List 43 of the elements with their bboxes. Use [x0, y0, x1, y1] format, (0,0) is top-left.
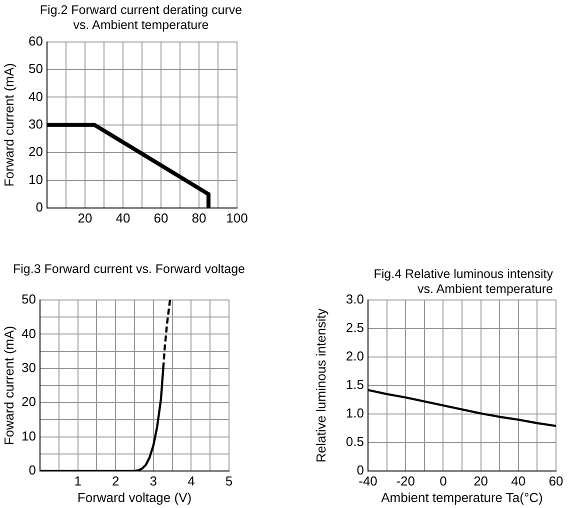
chart-title: Fig.3 Forward current vs. Forward voltage — [12, 262, 246, 277]
y-tick-label: 60 — [28, 33, 43, 48]
x-tick-label: 40 — [116, 210, 130, 226]
y-tick-label: 0 — [356, 462, 364, 478]
y-tick-label: 50 — [22, 292, 36, 307]
y-tick-label: 30 — [28, 116, 43, 132]
y-axis-title: Forward current (mA) — [1, 63, 16, 187]
y-tick-label: 0 — [36, 200, 43, 215]
x-tick-label: 4 — [188, 473, 195, 488]
x-tick-label: 20 — [78, 210, 92, 226]
y-tick-label: 2.5 — [346, 320, 364, 336]
x-tick-label: 100 — [226, 210, 248, 226]
y-tick-label: 1.5 — [346, 377, 364, 392]
y-tick-label: 0 — [28, 462, 36, 478]
x-tick-label: 40 — [511, 473, 526, 488]
y-tick-label: 50 — [28, 61, 43, 76]
x-tick-label: 60 — [154, 210, 168, 226]
y-tick-label: 3.0 — [346, 292, 364, 307]
x-axis-title: Forward voltage (V) — [77, 490, 192, 505]
y-axis-title: Relative luminous intensity — [313, 308, 328, 462]
x-axis-title: Ambient temperature Ta(°C) — [381, 490, 543, 505]
x-tick-label: 0 — [440, 473, 447, 488]
y-tick-label: 10 — [22, 428, 36, 444]
x-tick-label: 1 — [74, 473, 82, 488]
x-tick-label: 20 — [474, 473, 488, 488]
y-axis-title: Foward current (mA) — [1, 326, 16, 446]
y-tick-label: 0.5 — [346, 434, 364, 450]
y-tick-label: 20 — [28, 144, 43, 160]
y-tick-label: 30 — [22, 360, 36, 375]
y-tick-label: 20 — [22, 394, 36, 410]
x-tick-label: 5 — [225, 473, 233, 488]
y-tick-label: 40 — [28, 88, 43, 104]
y-tick-label: 1.0 — [346, 406, 364, 421]
x-tick-label: 3 — [150, 473, 158, 488]
x-tick-label: 60 — [548, 473, 564, 488]
x-tick-label: 2 — [112, 473, 120, 488]
y-tick-label: 2.0 — [346, 348, 364, 364]
chart-title: Fig.4 Relative luminous intensity vs. Ambient temperature — [372, 267, 553, 296]
y-tick-label: 10 — [28, 172, 43, 187]
y-tick-label: 40 — [22, 326, 36, 341]
x-tick-label: -20 — [396, 473, 415, 488]
chart-title: Fig.2 Forward current derating curve vs. Ambient temperature — [38, 3, 244, 33]
x-tick-label: 80 — [192, 210, 206, 226]
